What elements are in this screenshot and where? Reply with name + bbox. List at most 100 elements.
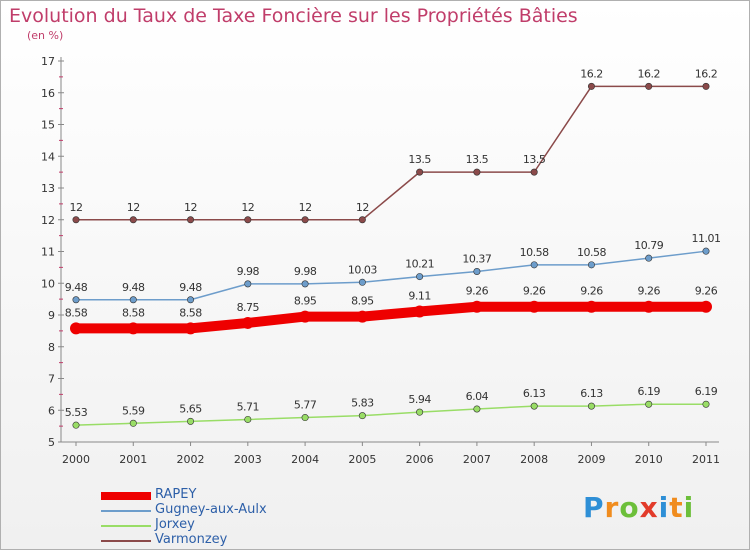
data-point [244, 415, 252, 423]
data-label: 5.59 [122, 404, 145, 417]
legend-swatch [101, 540, 151, 542]
data-point [241, 316, 254, 329]
data-label: 9.26 [523, 285, 546, 298]
data-label: 8.58 [65, 306, 88, 319]
data-point [356, 310, 369, 323]
data-label: 8.58 [179, 306, 202, 319]
y-tick-label: 15 [41, 119, 55, 132]
data-point [187, 296, 195, 304]
data-point [416, 168, 424, 176]
data-label: 8.75 [237, 301, 260, 314]
data-label: 5.77 [294, 399, 317, 412]
data-point [358, 216, 366, 224]
y-tick-label: 12 [41, 214, 55, 227]
legend-label: RAPEY [155, 487, 197, 502]
data-point [301, 216, 309, 224]
data-point [587, 402, 595, 410]
data-label: 5.53 [65, 406, 88, 419]
data-point [416, 408, 424, 416]
x-tick-label: 2005 [348, 453, 376, 466]
data-point [358, 412, 366, 420]
series-layer [70, 82, 712, 429]
y-tick-label: 6 [48, 404, 55, 417]
data-point [301, 280, 309, 288]
data-label: 13.5 [466, 153, 489, 166]
x-tick-label: 2007 [463, 453, 491, 466]
data-point [645, 254, 653, 262]
y-tick-label: 9 [48, 309, 55, 322]
x-tick-label: 2004 [291, 453, 319, 466]
data-point [299, 310, 312, 323]
data-point [129, 419, 137, 427]
data-point [129, 296, 137, 304]
data-point [473, 168, 481, 176]
data-label: 9.48 [179, 281, 202, 294]
logo-letter: t [669, 491, 684, 524]
x-tick-label: 2010 [635, 453, 663, 466]
data-label: 16.2 [695, 67, 718, 80]
x-tick-label: 2006 [406, 453, 434, 466]
x-tick-label: 2009 [577, 453, 605, 466]
data-label: 5.94 [408, 393, 431, 406]
chart-title: Evolution du Taux de Taxe Foncière sur l… [9, 5, 578, 27]
x-tick-label: 2002 [177, 453, 205, 466]
data-label: 6.13 [580, 387, 603, 400]
data-point [244, 280, 252, 288]
y-tick-label: 8 [48, 341, 55, 354]
data-point [642, 300, 655, 313]
data-point [244, 216, 252, 224]
axes: 5 6 7 8 9 10 11 12 13 14 15 16 17 2000 2001 2002 2003 200… [41, 55, 720, 466]
x-tick-label: 2011 [692, 453, 720, 466]
data-point [645, 400, 653, 408]
data-label: 8.58 [122, 306, 145, 319]
data-label: 10.58 [520, 246, 549, 259]
legend-swatch [101, 525, 151, 527]
data-label: 6.19 [637, 385, 660, 398]
data-label: 9.26 [637, 285, 660, 298]
y-tick-label: 5 [48, 436, 55, 449]
y-tick-label: 16 [41, 87, 55, 100]
legend-label: Varmonzey [155, 532, 228, 547]
logo-letter: o [619, 491, 640, 524]
y-tick-label: 7 [48, 373, 55, 386]
data-point [358, 278, 366, 286]
data-label: 13.5 [523, 153, 546, 166]
data-label: 9.48 [122, 281, 145, 294]
data-point [470, 300, 483, 313]
data-point [702, 247, 710, 255]
data-point [413, 305, 426, 318]
legend-label: Gugney-aux-Aulx [155, 502, 267, 517]
data-point [301, 414, 309, 422]
data-label: 12 [184, 201, 197, 214]
data-point [473, 268, 481, 276]
series-line-rapey [71, 301, 711, 334]
data-label: 12 [127, 201, 140, 214]
data-label: 12 [70, 201, 83, 214]
legend-swatch [101, 492, 151, 500]
data-label: 12 [241, 201, 254, 214]
data-label: 13.5 [408, 153, 431, 166]
data-point [473, 405, 481, 413]
data-point [129, 216, 137, 224]
data-label: 10.37 [462, 253, 491, 266]
data-point [127, 322, 140, 335]
data-point [187, 417, 195, 425]
data-point [530, 402, 538, 410]
data-label: 9.98 [294, 265, 317, 278]
series-line-gugney-aux-aulx [75, 250, 707, 301]
data-point [72, 216, 80, 224]
data-point [530, 168, 538, 176]
data-label: 8.95 [351, 295, 374, 308]
data-label: 10.58 [577, 246, 606, 259]
data-point [70, 322, 82, 335]
x-tick-label: 2000 [62, 453, 90, 466]
logo-letter: i [683, 491, 695, 524]
data-label: 16.2 [637, 67, 660, 80]
logo-letter: r [604, 491, 620, 524]
data-label: 12 [299, 201, 312, 214]
proxiti-logo: Proxiti [583, 491, 694, 524]
data-point [645, 82, 653, 90]
data-label: 11.01 [692, 232, 721, 245]
data-label: 9.11 [408, 290, 431, 303]
